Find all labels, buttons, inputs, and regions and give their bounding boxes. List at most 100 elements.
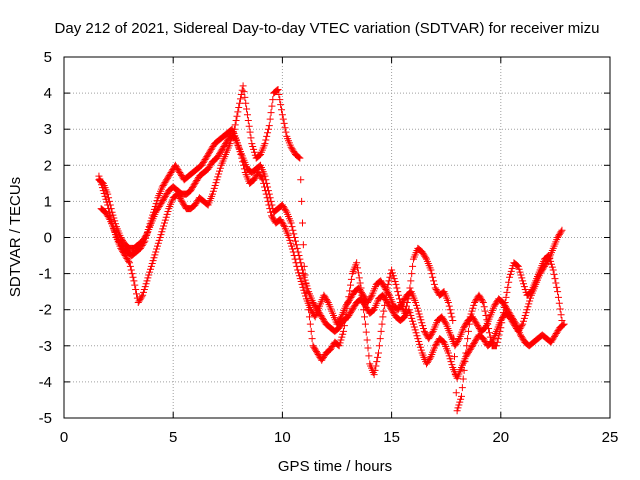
data-point <box>336 339 344 347</box>
data-point <box>356 279 364 287</box>
data-point <box>516 331 524 339</box>
data-point <box>138 241 146 249</box>
data-point <box>261 187 269 195</box>
data-point <box>177 196 185 204</box>
data-point <box>445 352 453 360</box>
data-point <box>267 208 275 216</box>
y-tick-label: 3 <box>44 121 52 138</box>
data-point <box>377 327 385 335</box>
data-point <box>517 332 525 340</box>
data-point <box>347 307 355 315</box>
data-point <box>144 226 152 234</box>
data-point <box>475 323 483 331</box>
data-point <box>554 288 562 296</box>
data-point <box>279 115 287 123</box>
data-point <box>159 182 167 190</box>
data-point <box>296 154 304 162</box>
data-point <box>234 108 242 116</box>
data-point <box>491 301 499 309</box>
data-point <box>295 153 303 161</box>
data-point <box>416 343 424 351</box>
data-point <box>474 322 482 330</box>
data-point <box>147 217 155 225</box>
data-point <box>168 167 176 175</box>
x-tick-label: 20 <box>492 429 509 446</box>
data-point <box>143 228 151 236</box>
data-point <box>280 204 288 212</box>
data-point <box>395 304 403 312</box>
data-point <box>240 161 248 169</box>
data-point <box>145 223 153 231</box>
data-point <box>98 181 106 189</box>
data-point <box>518 334 526 342</box>
data-point <box>464 335 472 343</box>
data-point <box>287 219 295 227</box>
data-point <box>378 280 386 288</box>
data-point <box>302 280 310 288</box>
data-point <box>117 244 125 252</box>
data-point <box>506 270 514 278</box>
data-point <box>152 248 160 256</box>
data-point <box>351 301 359 309</box>
data-point <box>394 288 402 296</box>
data-point <box>231 121 239 129</box>
data-point <box>356 285 364 293</box>
data-point <box>234 142 242 150</box>
x-tick-label: 25 <box>602 429 619 446</box>
data-point <box>153 245 161 253</box>
data-point <box>281 205 289 213</box>
data-point <box>392 280 400 288</box>
data-point <box>194 175 202 183</box>
data-point <box>273 86 281 94</box>
data-point <box>472 335 480 343</box>
data-point <box>130 277 138 285</box>
data-point <box>380 307 388 315</box>
data-point <box>440 317 448 325</box>
data-point <box>416 313 424 321</box>
data-point <box>290 230 298 238</box>
data-point <box>218 145 226 153</box>
data-point <box>267 109 275 117</box>
data-point <box>438 337 446 345</box>
data-point <box>191 179 199 187</box>
data-point <box>161 216 169 224</box>
data-point <box>137 243 145 251</box>
data-point <box>327 344 335 352</box>
data-point <box>400 296 408 304</box>
data-point <box>139 288 147 296</box>
data-point <box>551 332 559 340</box>
data-point <box>420 251 428 259</box>
data-point <box>154 239 162 247</box>
data-point <box>458 384 466 392</box>
data-point <box>551 331 559 339</box>
data-point <box>426 332 434 340</box>
data-point <box>402 302 410 310</box>
y-tick-label: 0 <box>44 230 52 247</box>
data-point <box>485 324 493 332</box>
data-point <box>258 174 266 182</box>
data-point <box>425 335 433 343</box>
data-point <box>264 125 272 133</box>
data-point <box>207 145 215 153</box>
data-point <box>554 293 562 301</box>
data-point <box>174 190 182 198</box>
data-point <box>277 101 285 109</box>
data-point <box>439 337 447 345</box>
data-point <box>412 298 420 306</box>
data-point <box>320 291 328 299</box>
data-point <box>162 177 170 185</box>
data-point <box>499 314 507 322</box>
data-point <box>339 330 347 338</box>
data-point <box>494 335 502 343</box>
data-point <box>447 358 455 366</box>
data-point <box>422 254 430 262</box>
data-point <box>381 294 389 302</box>
data-point <box>212 179 220 187</box>
data-point <box>127 266 135 274</box>
data-point <box>160 219 168 227</box>
data-point <box>126 259 134 267</box>
data-point <box>245 122 253 130</box>
data-point <box>409 320 417 328</box>
data-point <box>409 317 417 325</box>
data-point <box>549 335 557 343</box>
